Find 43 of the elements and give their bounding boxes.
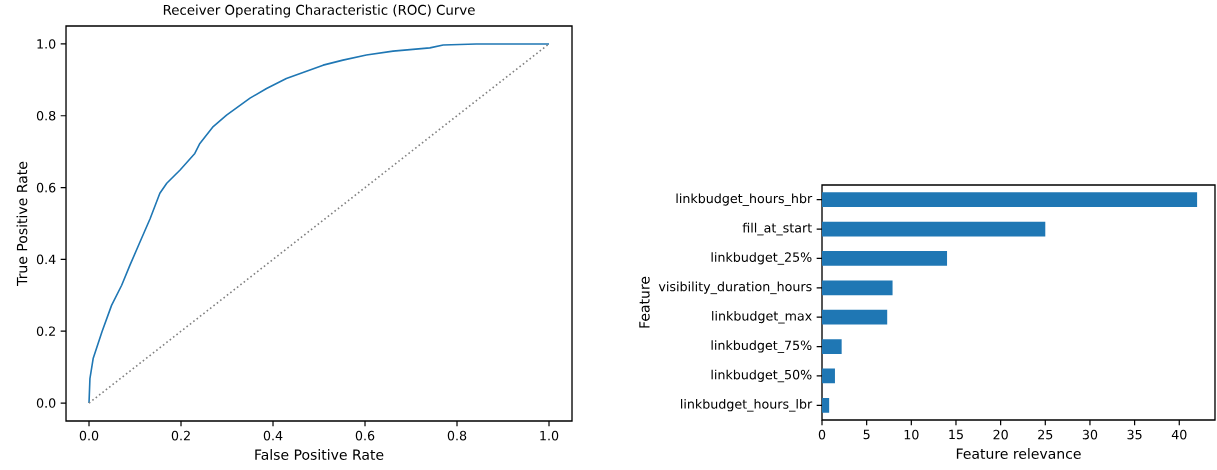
x-axis-title: Feature relevance — [956, 448, 1081, 459]
y-axis-title: Feature — [639, 276, 650, 328]
x-tick-label: 1.0 — [540, 430, 559, 441]
bar — [822, 309, 888, 325]
y-tick-label: 0.2 — [36, 326, 55, 337]
x-tick-label: 0.8 — [447, 430, 467, 441]
x-tick-label: 0 — [818, 429, 826, 440]
bar — [822, 339, 842, 354]
y-tick-label: linkbudget_50% — [711, 369, 812, 383]
x-tick-label: 10 — [904, 429, 919, 440]
bar — [822, 397, 830, 413]
x-tick-label: 15 — [949, 429, 963, 440]
x-tick-label: 30 — [1082, 429, 1098, 440]
x-tick-label: 0.4 — [263, 430, 283, 441]
y-tick-label: linkbudget_hours_lbr — [681, 399, 813, 412]
x-tick-label: 0.6 — [355, 430, 375, 441]
y-axis-title: True Positive Rate — [16, 161, 28, 286]
bar — [822, 368, 835, 384]
y-tick-label: 0.0 — [36, 398, 56, 408]
x-tick-label: 25 — [1038, 429, 1053, 440]
y-tick-label: 0.6 — [36, 182, 56, 193]
y-tick-label: linkbudget_hours_hbr — [676, 193, 813, 206]
chart-title: Receiver Operating Characteristic (ROC) Curve — [163, 4, 475, 18]
y-tick-label: fill_at_start — [742, 222, 812, 236]
y-tick-label: linkbudget_max — [712, 310, 812, 324]
y-tick-label: 0.8 — [36, 110, 56, 121]
x-tick-label: 5 — [863, 429, 870, 440]
bar — [822, 280, 893, 296]
x-tick-label: 0.2 — [171, 430, 190, 441]
y-tick-label: 0.4 — [36, 254, 56, 265]
y-tick-label: linkbudget_25% — [711, 252, 812, 265]
x-tick-label: 20 — [993, 429, 1008, 440]
y-tick-label: visibility_duration_hours — [658, 281, 812, 295]
y-tick-label: 1.0 — [37, 39, 56, 49]
x-tick-label: 0.0 — [79, 430, 99, 441]
x-tick-label: 40 — [1171, 429, 1187, 440]
y-tick-label: linkbudget_75% — [711, 340, 812, 353]
bar — [822, 192, 1198, 208]
bar — [822, 251, 948, 266]
line-series — [88, 43, 550, 404]
x-tick-label: 35 — [1127, 429, 1142, 440]
bar — [822, 221, 1046, 237]
x-axis-title: False Positive Rate — [255, 449, 384, 460]
